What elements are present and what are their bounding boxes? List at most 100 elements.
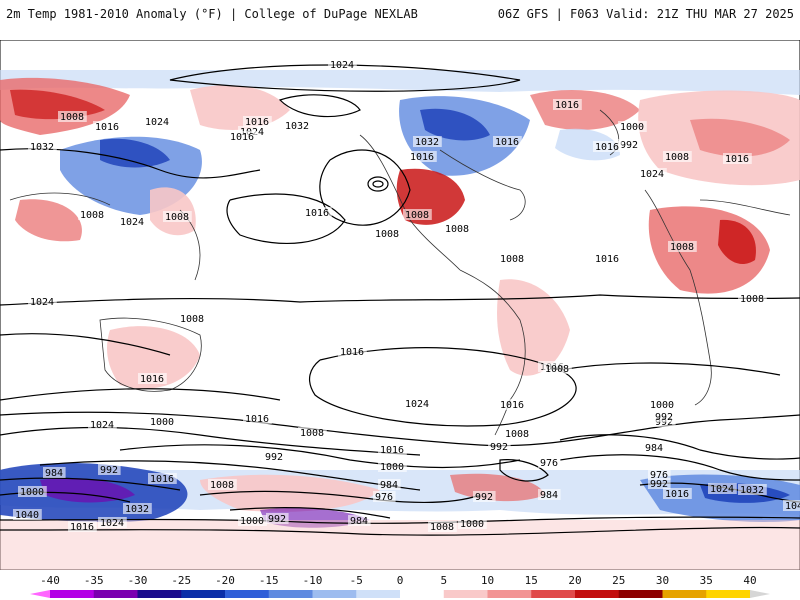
contour-label-bg <box>723 153 752 164</box>
contour-label-bg <box>408 151 437 162</box>
contour-label-bg <box>488 441 511 452</box>
contour-label: 1008 <box>500 254 524 265</box>
contour-label-bg <box>493 136 522 147</box>
contour-label-bg <box>618 121 647 132</box>
contour-label-bg <box>143 116 172 127</box>
colorbar-tick-label: -10 <box>303 574 323 587</box>
colorbar-swatch <box>181 590 226 598</box>
contour-label-bg <box>663 488 692 499</box>
map-header: 2m Temp 1981-2010 Anomaly (°F) | College… <box>0 0 800 40</box>
contour-label: 1008 <box>300 428 324 439</box>
contour-label-bg <box>473 491 496 502</box>
contour-label-bg <box>538 457 561 468</box>
contour-label: 1032 <box>30 142 54 153</box>
contour-label-bg <box>373 491 396 502</box>
colorbar-swatch <box>618 590 663 598</box>
contour-label-bg <box>653 411 676 422</box>
contour-label: 984 <box>540 490 558 501</box>
colorbar-swatch <box>312 590 357 598</box>
contour-label: 992 <box>620 140 638 151</box>
contour-label: 1016 <box>340 347 364 358</box>
colorbar-max-arrow <box>750 590 770 598</box>
contour-label-bg <box>13 509 42 520</box>
contour-label: 1008 <box>665 152 689 163</box>
warm-anomaly-australia <box>107 326 200 389</box>
colorbar-tick-label: -30 <box>128 574 148 587</box>
colorbar-swatch <box>225 590 270 598</box>
contour-label: 984 <box>380 480 398 491</box>
colorbar-swatch <box>93 590 138 598</box>
contour-label-bg <box>28 296 57 307</box>
contour-label-bg <box>443 223 472 234</box>
contour-label: 976 <box>650 470 668 481</box>
colorbar-swatch <box>531 590 576 598</box>
colorbar-swatch <box>268 590 313 598</box>
header-left-title: 2m Temp 1981-2010 Anomaly (°F) | College… <box>6 7 418 21</box>
contour-label-bg <box>593 141 622 152</box>
contour-label-bg <box>238 515 267 526</box>
contour-label: 1016 <box>230 132 254 143</box>
contour-label-bg <box>283 120 312 131</box>
contour-label-bg <box>118 216 147 227</box>
contour-label-bg <box>428 521 457 532</box>
colorbar-tick-label: 30 <box>656 574 669 587</box>
contour-label: 1000 <box>460 519 484 530</box>
contour-label: 1008 <box>180 314 204 325</box>
contour-label: 1016 <box>70 522 94 533</box>
contour-label-bg <box>538 489 561 500</box>
colorbar-swatch <box>706 590 751 598</box>
contour-label: 1008 <box>165 212 189 223</box>
colorbar: -40 -35 -30 -25 -20 -15 -10 -5 0 5 10 15 20 25 30 35 40 <box>30 574 770 598</box>
contour-label: 1008 <box>210 480 234 491</box>
colorbar-swatches <box>30 590 770 598</box>
contour-label: 1016 <box>95 122 119 133</box>
colorbar-tick-label: -35 <box>84 574 104 587</box>
contour-label: 992 <box>100 465 118 476</box>
contour-label: 1016 <box>665 489 689 500</box>
colorbar-swatch <box>443 590 488 598</box>
contour-label: 1024 <box>100 518 124 529</box>
colorbar-tick-label: 20 <box>568 574 581 587</box>
contour-label: 1008 <box>670 242 694 253</box>
colorbar-tick-label: -20 <box>215 574 235 587</box>
contour-label-bg <box>266 513 289 524</box>
contour-label-bg <box>783 500 800 511</box>
contour-label-bg <box>263 451 286 462</box>
contour-label-bg <box>643 442 666 453</box>
contour-label-bg <box>138 373 167 384</box>
coastlines <box>9 109 791 436</box>
contour-label-bg <box>43 467 66 478</box>
contour-label: 1016 <box>595 254 619 265</box>
contour-label: 1000 <box>380 462 404 473</box>
contour-label: 992 <box>655 412 673 423</box>
contour-label-bg <box>148 473 177 484</box>
contour-label-bg <box>543 363 572 374</box>
contour-label: 1048 <box>785 501 800 512</box>
contour-label-bg <box>18 486 47 497</box>
contour-label: 1024 <box>710 484 734 495</box>
contour-label: 984 <box>45 468 63 479</box>
contour-label: 1016 <box>140 374 164 385</box>
contour-label: 1032 <box>285 121 309 132</box>
contour-label: 1008 <box>80 210 104 221</box>
contour-label-bg <box>458 518 487 529</box>
contour-label: 992 <box>490 442 508 453</box>
contour-label-bg <box>668 241 697 252</box>
colorbar-swatch <box>487 590 532 598</box>
contour-label: 1024 <box>30 297 54 308</box>
contour-label-bg <box>708 483 737 494</box>
contour-label-bg <box>163 211 192 222</box>
colorbar-swatch <box>356 590 401 598</box>
contour-label: 1008 <box>60 112 84 123</box>
contour-label: 1016 <box>410 152 434 163</box>
contour-label-bg <box>663 151 692 162</box>
contour-label: 1032 <box>415 137 439 148</box>
contour-label-bg <box>328 59 357 70</box>
contour-label-bg <box>648 469 671 480</box>
contour-label-bg <box>178 313 207 324</box>
contour-label: 992 <box>650 479 668 490</box>
contour-label: 1000 <box>620 122 644 133</box>
contour-label: 1040 <box>15 510 39 521</box>
colorbar-tick-label: 10 <box>481 574 494 587</box>
contour-label: 1008 <box>375 229 399 240</box>
